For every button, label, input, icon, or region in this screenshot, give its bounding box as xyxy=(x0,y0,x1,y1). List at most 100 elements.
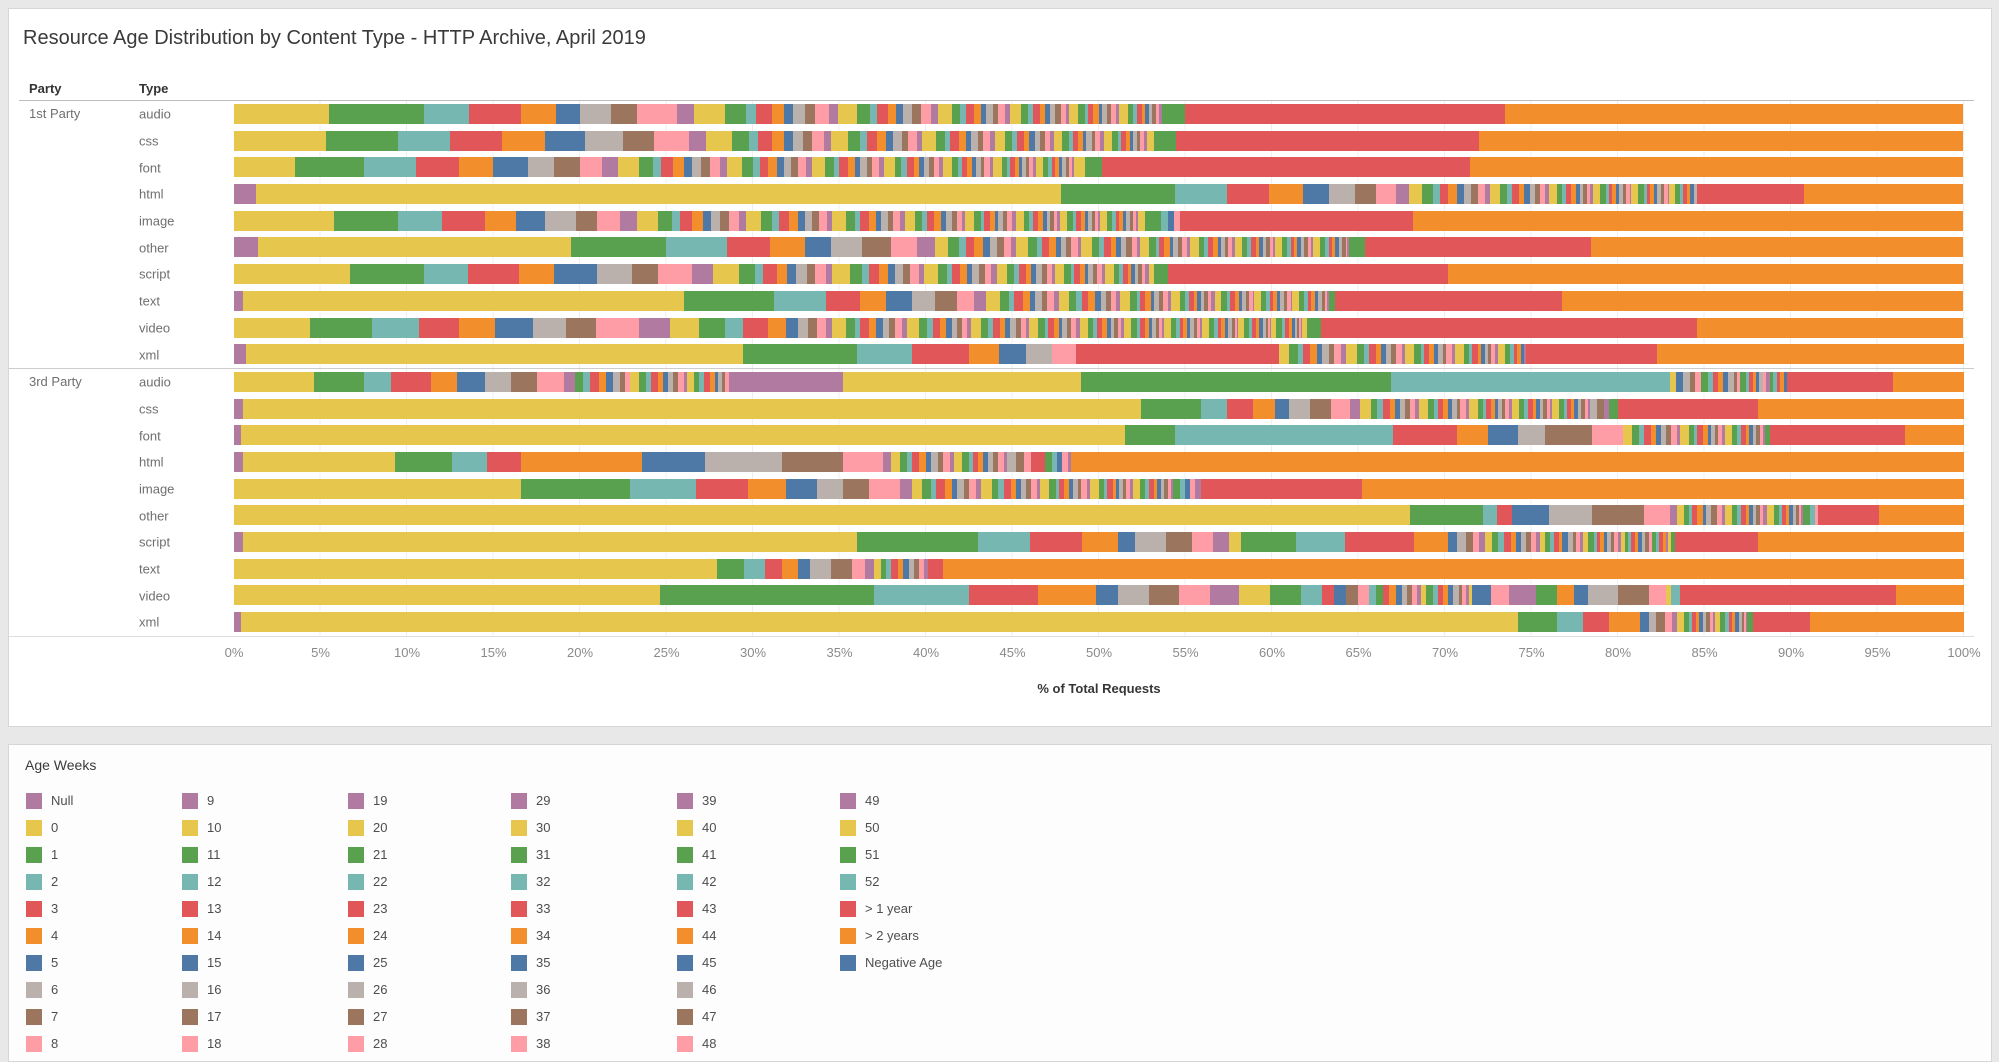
bar-segment[interactable] xyxy=(688,130,707,151)
bar-segment[interactable] xyxy=(1262,317,1267,338)
bar-segment[interactable] xyxy=(1477,344,1482,365)
bar-segment[interactable] xyxy=(666,237,728,258)
bar-segment[interactable] xyxy=(1676,505,1684,526)
bar-segment[interactable] xyxy=(977,451,983,472)
bar-segment[interactable] xyxy=(878,157,885,178)
bar-segment[interactable] xyxy=(1301,585,1323,606)
bar-segment[interactable] xyxy=(986,290,1001,311)
bar-segment[interactable] xyxy=(1072,130,1078,151)
bar-segment[interactable] xyxy=(789,210,798,231)
bar-segment[interactable] xyxy=(1240,532,1297,552)
bar-segment[interactable] xyxy=(1038,317,1045,338)
bar-segment[interactable] xyxy=(759,157,769,178)
bar-segment[interactable] xyxy=(1010,104,1021,124)
bar-segment[interactable] xyxy=(716,558,745,579)
bar-segment[interactable] xyxy=(1038,585,1096,606)
bar-segment[interactable] xyxy=(1706,612,1710,633)
bar-segment[interactable] xyxy=(1331,237,1336,258)
bar-segment[interactable] xyxy=(1058,157,1063,178)
legend-item-12[interactable]: 12 xyxy=(182,868,221,895)
bar-segment[interactable] xyxy=(1688,425,1694,446)
bar-segment[interactable] xyxy=(806,157,812,178)
bar-segment[interactable] xyxy=(1153,130,1177,151)
bar-segment[interactable] xyxy=(1483,505,1497,526)
bar-segment[interactable] xyxy=(555,104,580,124)
bar-segment[interactable] xyxy=(877,104,888,124)
bar-segment[interactable] xyxy=(1153,264,1168,285)
bar-segment[interactable] xyxy=(739,264,755,285)
bar-segment[interactable] xyxy=(1328,237,1332,258)
bar-segment[interactable] xyxy=(699,317,726,338)
bar-segment[interactable] xyxy=(1071,451,1964,472)
bar-segment[interactable] xyxy=(1780,371,1784,392)
bar-segment[interactable] xyxy=(1356,344,1364,365)
bar-segment[interactable] xyxy=(1463,344,1469,365)
bar-segment[interactable] xyxy=(1006,264,1014,285)
bar-segment[interactable] xyxy=(1174,210,1180,231)
bar-segment[interactable] xyxy=(619,371,625,392)
bar-segment[interactable] xyxy=(880,558,887,579)
bar-segment[interactable] xyxy=(1010,237,1016,258)
bar-segment[interactable] xyxy=(1489,184,1501,205)
bar-segment[interactable] xyxy=(1045,130,1051,151)
bar-segment[interactable] xyxy=(866,157,873,178)
bar-segment[interactable] xyxy=(1396,344,1402,365)
bar-segment[interactable] xyxy=(1757,398,1964,419)
bar-segment[interactable] xyxy=(234,317,311,338)
bar-segment[interactable] xyxy=(1122,210,1127,231)
bar-segment[interactable] xyxy=(1230,290,1236,311)
bar-segment[interactable] xyxy=(1136,104,1142,124)
bar-segment[interactable] xyxy=(1469,398,1478,419)
bar-segment[interactable] xyxy=(680,210,693,231)
bar-segment[interactable] xyxy=(976,478,982,499)
bar-segment[interactable] xyxy=(1669,505,1677,526)
bar-segment[interactable] xyxy=(1361,478,1964,499)
bar-segment[interactable] xyxy=(1503,532,1511,552)
bar-segment[interactable] xyxy=(792,104,805,124)
bar-segment[interactable] xyxy=(1136,290,1141,311)
bar-segment[interactable] xyxy=(590,371,599,392)
bar-segment[interactable] xyxy=(1545,425,1592,446)
bar-segment[interactable] xyxy=(1185,290,1189,311)
legend-item-39[interactable]: 39 xyxy=(677,787,716,814)
bar-segment[interactable] xyxy=(1202,317,1210,338)
bar-segment[interactable] xyxy=(1579,184,1584,205)
bar-segment[interactable] xyxy=(1020,104,1028,124)
bar-segment[interactable] xyxy=(1155,317,1160,338)
bar-segment[interactable] xyxy=(630,371,639,392)
bar-segment[interactable] xyxy=(1609,612,1641,633)
bar-segment[interactable] xyxy=(349,264,425,285)
bar-segment[interactable] xyxy=(754,264,764,285)
bar-segment[interactable] xyxy=(1776,371,1781,392)
bar-segment[interactable] xyxy=(1070,264,1075,285)
bar-segment[interactable] xyxy=(972,451,978,472)
bar-segment[interactable] xyxy=(777,157,784,178)
bar-segment[interactable] xyxy=(922,210,928,231)
bar-segment[interactable] xyxy=(1697,505,1703,526)
bar-segment[interactable] xyxy=(1519,184,1525,205)
bar-segment[interactable] xyxy=(1098,210,1101,231)
bar-segment[interactable] xyxy=(598,371,606,392)
bar-segment[interactable] xyxy=(1456,184,1464,205)
bar-segment[interactable] xyxy=(1183,317,1187,338)
bar-segment[interactable] xyxy=(602,157,618,178)
bar-segment[interactable] xyxy=(1271,317,1277,338)
bar-segment[interactable] xyxy=(1892,371,1964,392)
bar-segment[interactable] xyxy=(1138,264,1142,285)
bar-segment[interactable] xyxy=(1160,478,1165,499)
bar-segment[interactable] xyxy=(887,264,895,285)
bar-segment[interactable] xyxy=(986,104,994,124)
bar-segment[interactable] xyxy=(1173,237,1179,258)
bar-segment[interactable] xyxy=(1228,532,1241,552)
bar-segment[interactable] xyxy=(1249,290,1253,311)
bar-segment[interactable] xyxy=(1001,157,1007,178)
bar-segment[interactable] xyxy=(816,478,843,499)
bar-segment[interactable] xyxy=(545,210,577,231)
bar-segment[interactable] xyxy=(1266,317,1268,338)
bar-segment[interactable] xyxy=(1711,425,1715,446)
bar-segment[interactable] xyxy=(1659,532,1663,552)
bar-segment[interactable] xyxy=(1207,290,1212,311)
bar-segment[interactable] xyxy=(1179,210,1414,231)
legend-item-30[interactable]: 30 xyxy=(511,814,550,841)
bar-segment[interactable] xyxy=(806,264,816,285)
